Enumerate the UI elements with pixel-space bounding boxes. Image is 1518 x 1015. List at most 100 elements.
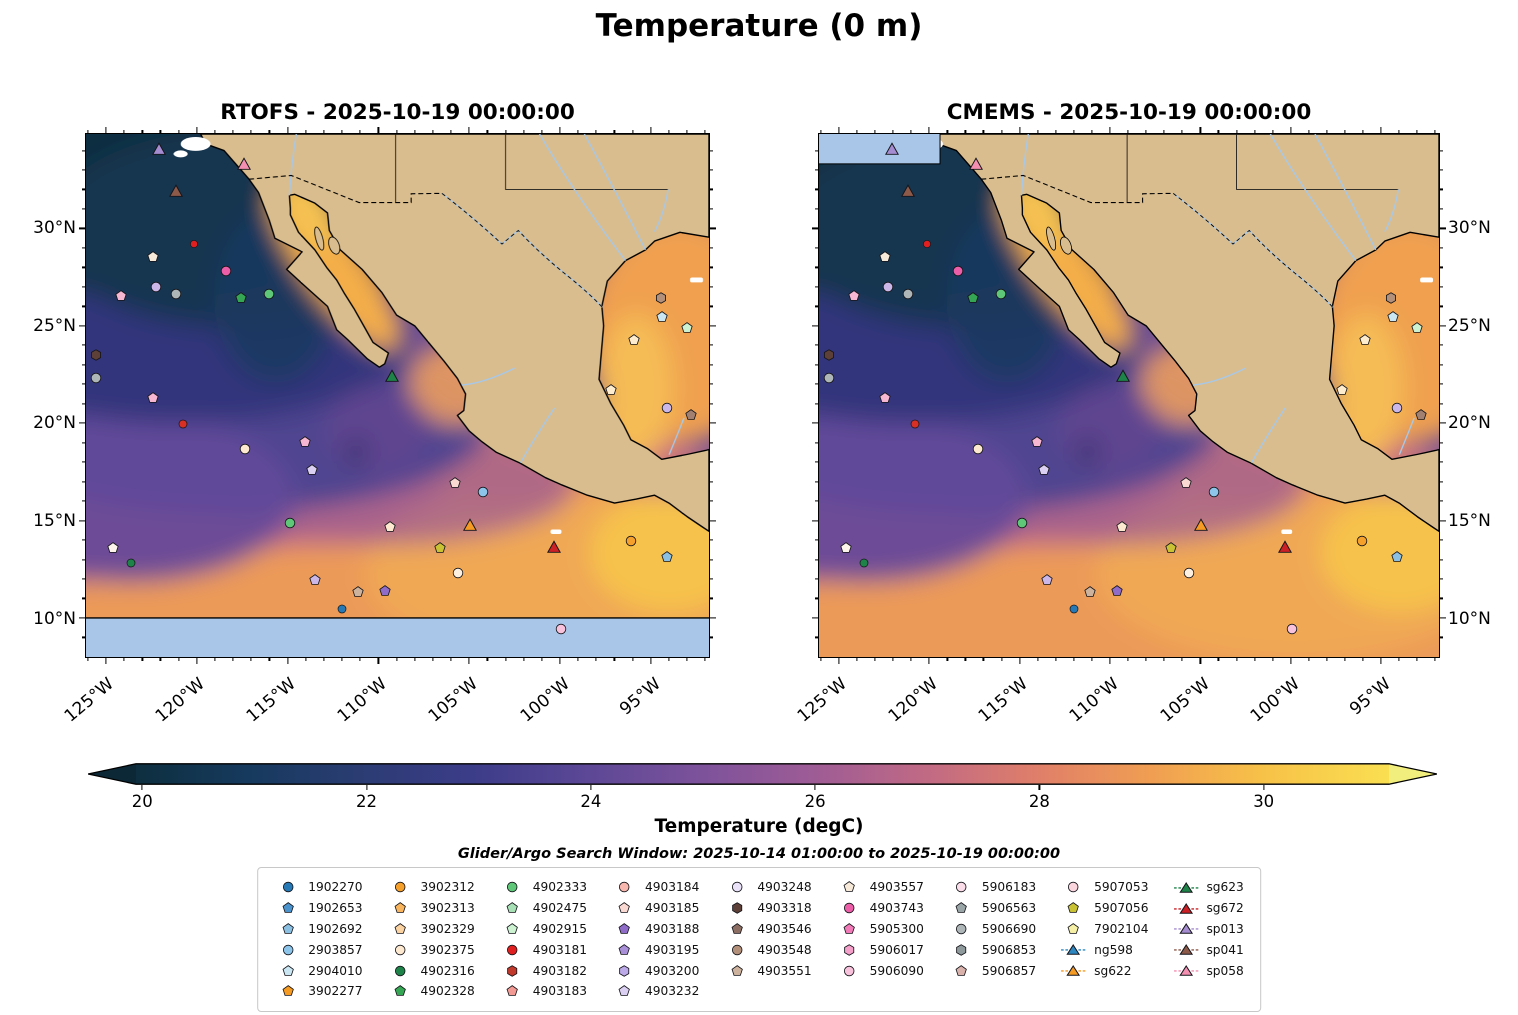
legend-label: 4903318 bbox=[757, 901, 812, 916]
legend-label: 5906017 bbox=[869, 942, 924, 957]
axis-tick bbox=[1439, 188, 1443, 191]
legend-item-4903318: 4903318 bbox=[723, 898, 812, 919]
x-tick-label: 115°W bbox=[975, 674, 1033, 727]
legend-label: 4903181 bbox=[532, 942, 588, 957]
legend-column: 4903557 4903743 5905300 5906017 5906090 bbox=[836, 877, 924, 1002]
pentagon-marker-icon bbox=[948, 964, 975, 977]
y-tick-label: 25°N bbox=[33, 315, 76, 336]
hexagon-marker-icon bbox=[611, 964, 638, 977]
x-axis-labels-cmems: 125°W 120°W 115°W 110°W 105°W 100°W 95°W bbox=[794, 660, 1440, 726]
axis-tick bbox=[1439, 461, 1443, 463]
legend-label: 4903188 bbox=[645, 921, 700, 936]
circle-marker-icon bbox=[723, 944, 750, 956]
legend-label: 4903743 bbox=[869, 901, 924, 916]
y-axis-labels-right: 30°N 25°N 20°N 15°N 10°N bbox=[1448, 133, 1518, 658]
axis-tick bbox=[650, 127, 652, 134]
legend-item-3902313: 3902313 bbox=[386, 898, 475, 919]
colorbar-label: Temperature (degC) bbox=[654, 816, 864, 837]
y-tick-label: 10°N bbox=[1448, 608, 1491, 629]
y-axis-labels-left: 30°N 25°N 20°N 15°N 10°N bbox=[6, 133, 76, 658]
legend-label: 2903857 bbox=[308, 942, 363, 957]
basemap-rtofs bbox=[86, 134, 709, 657]
figure-title: Temperature (0 m) bbox=[595, 8, 923, 44]
axis-tick bbox=[1199, 127, 1201, 134]
axis-tick bbox=[1439, 383, 1443, 385]
x-tick-label: 125°W bbox=[793, 674, 851, 727]
axis-tick bbox=[709, 149, 713, 152]
legend-item-4903183: 4903183 bbox=[499, 981, 587, 1002]
y-tick-label: 20°N bbox=[1448, 413, 1491, 434]
legend-label: 4903195 bbox=[645, 942, 700, 957]
legend-item-5907053: 5907053 bbox=[1060, 877, 1148, 898]
legend-item-4902915: 4902915 bbox=[499, 919, 587, 940]
legend-label: sg623 bbox=[1206, 880, 1244, 895]
axis-tick bbox=[1439, 286, 1443, 288]
colorbar-under-arrow bbox=[88, 763, 136, 785]
circle-marker-icon bbox=[386, 965, 413, 977]
legend-item-sp058: sp058 bbox=[1172, 960, 1244, 981]
legend-label: sg622 bbox=[1094, 963, 1132, 978]
axis-tick bbox=[377, 127, 379, 134]
legend-item-4902475: 4902475 bbox=[499, 898, 587, 919]
axis-tick bbox=[1019, 127, 1021, 134]
axis-tick bbox=[928, 127, 930, 134]
axis-tick bbox=[812, 617, 819, 619]
legend-item-5906853: 5906853 bbox=[948, 939, 1036, 960]
legend-item-4903248: 4903248 bbox=[723, 877, 812, 898]
x-tick-label: 100°W bbox=[516, 674, 574, 727]
legend-item-4903184: 4903184 bbox=[611, 877, 699, 898]
pentagon-marker-icon bbox=[386, 923, 413, 935]
circle-marker-icon bbox=[1060, 881, 1087, 893]
axis-tick bbox=[709, 266, 713, 268]
axis-tick bbox=[1439, 442, 1443, 444]
legend-label: sp058 bbox=[1206, 963, 1244, 978]
legend-label: 1902692 bbox=[308, 921, 363, 936]
pentagon-marker-icon bbox=[836, 923, 863, 935]
legend-label: 4903557 bbox=[869, 880, 924, 895]
pentagon-marker-icon bbox=[386, 985, 413, 997]
y-tick-label: 25°N bbox=[1448, 315, 1491, 336]
legend-label: 4903183 bbox=[532, 984, 588, 999]
legend-item-4903548: 4903548 bbox=[723, 939, 812, 960]
circle-marker-icon bbox=[499, 944, 526, 956]
legend-item-5906183: 5906183 bbox=[948, 877, 1036, 898]
colorbar-tick-label: 24 bbox=[580, 792, 602, 811]
legend-item-sg623: sg623 bbox=[1172, 877, 1244, 898]
axis-tick bbox=[1439, 364, 1443, 366]
pentagon-marker-icon bbox=[274, 902, 301, 914]
y-tick-label: 20°N bbox=[33, 413, 76, 434]
legend-item-3902329: 3902329 bbox=[386, 919, 475, 940]
legend-label: sp041 bbox=[1206, 942, 1244, 957]
legend-item-sp041: sp041 bbox=[1172, 939, 1244, 960]
axis-tick bbox=[1380, 127, 1382, 134]
pentagon-marker-icon bbox=[611, 902, 638, 914]
y-tick-label: 30°N bbox=[1448, 217, 1491, 238]
legend-column: 5907053 5907056 7902104 ng598 sg622 bbox=[1060, 877, 1148, 1002]
legend-label: 5907053 bbox=[1094, 880, 1149, 895]
legend-label: sp013 bbox=[1206, 921, 1244, 936]
legend-label: 4903546 bbox=[757, 921, 812, 936]
legend-label: 1902653 bbox=[308, 901, 363, 916]
legend-label: 5906857 bbox=[981, 963, 1037, 978]
pentagon-marker-icon bbox=[611, 985, 638, 997]
y-tick-label: 15°N bbox=[1448, 511, 1491, 532]
legend-item-4903232: 4903232 bbox=[611, 981, 699, 1002]
axis-tick bbox=[79, 422, 86, 424]
circle-marker-icon bbox=[386, 944, 413, 956]
axis-tick bbox=[79, 227, 86, 230]
axis-tick bbox=[1439, 480, 1443, 483]
axis-tick bbox=[1439, 636, 1443, 638]
axis-tick bbox=[559, 127, 561, 134]
axis-tick bbox=[1439, 169, 1443, 171]
axis-tick bbox=[709, 558, 713, 561]
x-tick-label: 110°W bbox=[1065, 674, 1123, 727]
axis-tick bbox=[196, 127, 198, 134]
pentagon-marker-icon bbox=[723, 964, 750, 977]
axis-tick bbox=[1439, 519, 1446, 522]
axis-tick bbox=[1290, 127, 1292, 134]
y-tick-label: 30°N bbox=[33, 217, 76, 238]
axis-tick bbox=[1439, 247, 1443, 249]
axis-tick bbox=[709, 500, 713, 502]
axis-tick bbox=[79, 617, 86, 619]
legend-label: 5906690 bbox=[981, 921, 1037, 936]
